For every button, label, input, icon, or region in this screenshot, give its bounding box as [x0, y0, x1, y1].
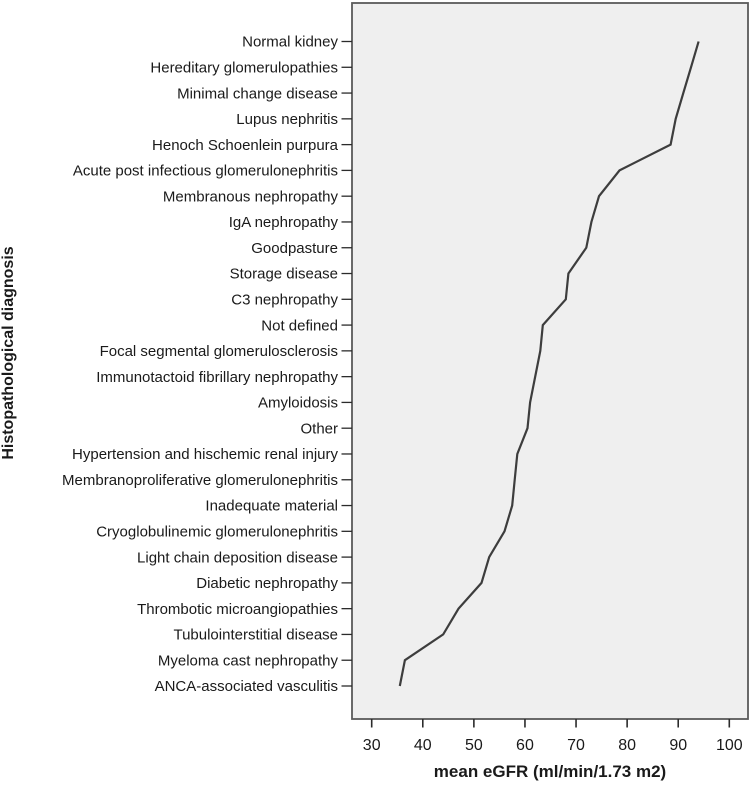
category-label: Myeloma cast nephropathy	[158, 652, 339, 669]
x-tick-label: 40	[414, 737, 432, 754]
category-label: Membranoproliferative glomerulonephritis	[62, 472, 338, 489]
category-label: Normal kidney	[242, 34, 338, 51]
category-label: Goodpasture	[251, 240, 338, 257]
x-tick-label: 50	[465, 737, 483, 754]
x-tick-label: 60	[516, 737, 534, 754]
category-label: C3 nephropathy	[231, 292, 338, 309]
plot-area	[351, 2, 749, 720]
x-axis-title: mean eGFR (ml/min/1.73 m2)	[434, 762, 666, 781]
category-label: Other	[300, 420, 338, 437]
x-axis-ticks: 30 40 50 60 70 80 90 100	[363, 719, 743, 754]
category-label: Hereditary glomerulopathies	[150, 59, 338, 76]
y-axis-title: Histopathological diagnosis	[0, 246, 17, 459]
x-tick-label: 70	[567, 737, 585, 754]
category-label: Amyloidosis	[258, 395, 338, 412]
category-label: Acute post infectious glomerulonephritis	[73, 163, 338, 180]
category-label: Minimal change disease	[177, 85, 338, 102]
category-label: Storage disease	[230, 266, 338, 283]
x-tick-label: 100	[716, 737, 743, 754]
x-tick-label: 90	[669, 737, 687, 754]
category-label: Lupus nephritis	[236, 111, 338, 128]
category-label: Not defined	[261, 317, 338, 334]
category-label: Diabetic nephropathy	[196, 575, 338, 592]
category-label: IgA nephropathy	[229, 214, 339, 231]
category-label: Henoch Schoenlein purpura	[152, 137, 339, 154]
category-label: Hypertension and hischemic renal injury	[72, 446, 338, 463]
category-label: ANCA-associated vasculitis	[155, 678, 338, 695]
category-label: Membranous nephropathy	[163, 188, 339, 205]
category-label: Light chain deposition disease	[137, 549, 338, 566]
y-axis-category-labels: Normal kidney Hereditary glomerulopathies…	[62, 34, 352, 695]
category-label: Cryoglobulinemic glomerulonephritis	[96, 524, 338, 541]
category-label: Focal segmental glomerulosclerosis	[100, 343, 338, 360]
category-label: Thrombotic microangiopathies	[137, 601, 338, 618]
x-tick-label: 80	[618, 737, 636, 754]
category-label: Tubulointerstitial disease	[173, 627, 338, 644]
category-label: Immunotactoid fibrillary nephropathy	[96, 369, 338, 386]
mean-egfr-line	[398, 41, 700, 687]
x-tick-label: 30	[363, 737, 381, 754]
category-label: Inadequate material	[205, 498, 338, 515]
